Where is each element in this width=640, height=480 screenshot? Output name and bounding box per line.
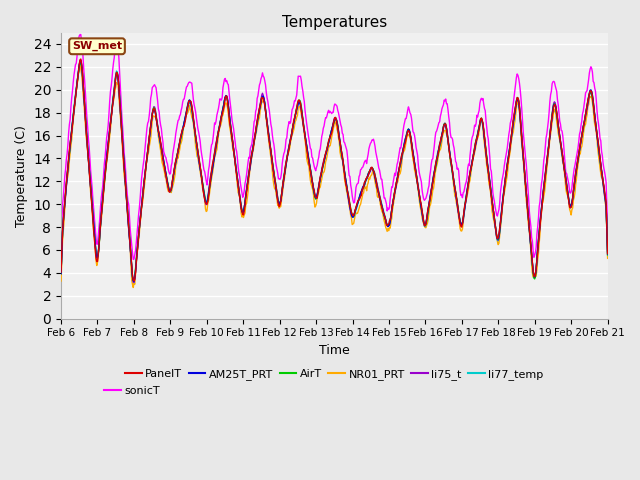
Y-axis label: Temperature (C): Temperature (C) — [15, 125, 28, 227]
Title: Temperatures: Temperatures — [282, 15, 387, 30]
Legend: sonicT: sonicT — [100, 382, 164, 400]
X-axis label: Time: Time — [319, 344, 349, 357]
Text: SW_met: SW_met — [72, 41, 122, 51]
